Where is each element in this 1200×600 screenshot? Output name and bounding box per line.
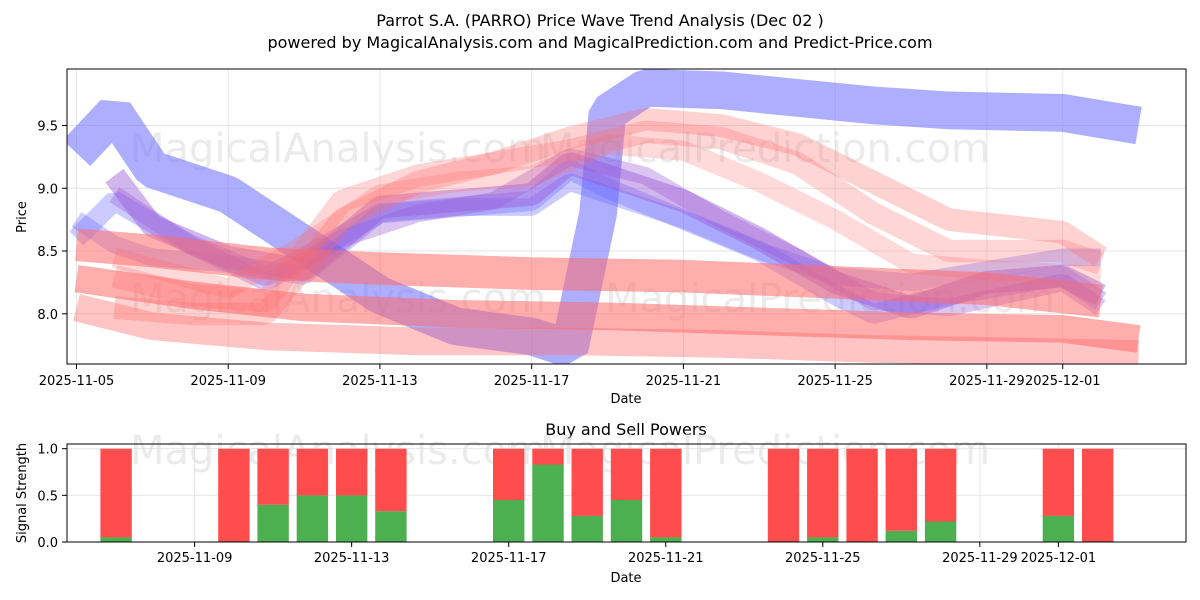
sell-bar	[807, 448, 839, 538]
signal-chart-xtick-label: 2025-11-29	[942, 551, 1018, 566]
price-chart: MagicalAnalysis.com MagicalPrediction.co…	[15, 68, 1187, 407]
sell-bar	[493, 448, 525, 500]
buy-bar	[100, 537, 132, 542]
signal-chart-xtick-label: 2025-11-25	[785, 551, 861, 566]
signal-chart-frame	[66, 443, 1187, 543]
buy-bar	[375, 511, 407, 542]
price-chart-ticks: 2025-11-05 2025-11-09 2025-11-13 2025-11-17…	[37, 119, 1100, 389]
price-band-red-wave-5	[111, 120, 1105, 313]
figure-title: Parrot S.A. (PARRO) Price Wave Trend Ana…	[376, 11, 823, 30]
price-chart-xtick-label: 2025-11-09	[190, 374, 266, 389]
buy-bar	[336, 495, 368, 542]
price-chart-ytick-label: 8.0	[37, 308, 58, 323]
price-band-red-wave-1	[75, 228, 1103, 318]
signal-chart-xtick-label: 2025-11-09	[157, 551, 233, 566]
sell-bar	[257, 448, 289, 505]
signal-chart-xtick-label: 2025-12-01	[1021, 551, 1097, 566]
signal-bars	[100, 448, 1114, 542]
sell-bar	[296, 448, 329, 496]
buy-bar	[296, 495, 329, 542]
price-chart-ytick-label: 9.0	[37, 182, 58, 197]
signal-chart-title: Buy and Sell Powers	[545, 420, 707, 439]
watermark-bottom-2: MagicalPrediction.com	[540, 428, 990, 474]
price-band-red-wave-3	[73, 294, 1139, 364]
signal-chart-ytick-label: 0.0	[37, 536, 58, 551]
price-band-red-wave-6	[111, 134, 1102, 299]
buy-bar	[610, 500, 643, 542]
price-chart-xtick-label: 2025-11-21	[646, 374, 722, 389]
price-chart-xlabel: Date	[610, 392, 641, 407]
price-chart-xtick-label: 2025-12-01	[1025, 374, 1101, 389]
price-chart-xtick-label: 2025-11-25	[797, 374, 873, 389]
sell-bar	[846, 448, 878, 542]
price-band-red-wave-4	[113, 107, 1107, 326]
price-chart-xtick-label: 2025-11-13	[342, 374, 418, 389]
sell-bar	[767, 448, 800, 542]
signal-chart-ticks: 2025-11-09 2025-11-13 2025-11-17 2025-11-21…	[37, 443, 1096, 566]
sell-bar	[885, 448, 917, 531]
watermark-top-1: MagicalAnalysis.com	[130, 126, 546, 172]
sell-bar	[375, 448, 407, 512]
signal-chart-xtick-label: 2025-11-17	[471, 551, 547, 566]
price-chart-xtick-label: 2025-11-17	[494, 374, 570, 389]
price-chart-ytick-label: 8.5	[37, 245, 58, 260]
buy-bar	[571, 515, 603, 542]
signal-chart-xtick-label: 2025-11-21	[628, 551, 704, 566]
price-chart-ylabel: Price	[15, 201, 30, 233]
signal-chart-ytick-label: 1.0	[37, 443, 58, 458]
signal-chart-xlabel: Date	[610, 571, 641, 586]
buy-bar	[885, 530, 917, 542]
sell-bar	[100, 448, 132, 538]
buy-bar	[807, 537, 839, 542]
signal-chart-xtick-label: 2025-11-13	[314, 551, 390, 566]
buy-bar	[532, 464, 564, 542]
buy-bar	[650, 537, 682, 542]
sell-bar	[924, 448, 957, 522]
buy-bar	[924, 521, 957, 542]
price-wave-bands	[67, 69, 1142, 364]
signal-chart: Buy and Sell Powers MagicalAnalysis.com …	[15, 420, 1187, 586]
figure-subtitle: powered by MagicalAnalysis.com and Magic…	[267, 33, 932, 52]
buy-bar	[257, 504, 289, 542]
price-chart-ytick-label: 9.5	[37, 119, 58, 134]
buy-bar	[493, 500, 525, 542]
price-band-red-wave-2	[74, 264, 1141, 353]
sell-bar	[1082, 448, 1114, 542]
signal-chart-ylabel: Signal Strength	[15, 443, 30, 543]
sell-bar	[532, 448, 564, 465]
sell-bar	[1042, 448, 1075, 516]
price-chart-xtick-label: 2025-11-05	[39, 374, 115, 389]
sell-bar	[650, 448, 682, 538]
sell-bar	[610, 448, 643, 500]
sell-bar	[336, 448, 368, 496]
price-chart-frame	[66, 68, 1187, 365]
sell-bar	[218, 448, 250, 542]
price-chart-xtick-label: 2025-11-29	[949, 374, 1025, 389]
sell-bar	[571, 448, 603, 516]
buy-bar	[1042, 515, 1075, 542]
signal-chart-ytick-label: 0.5	[37, 489, 58, 504]
